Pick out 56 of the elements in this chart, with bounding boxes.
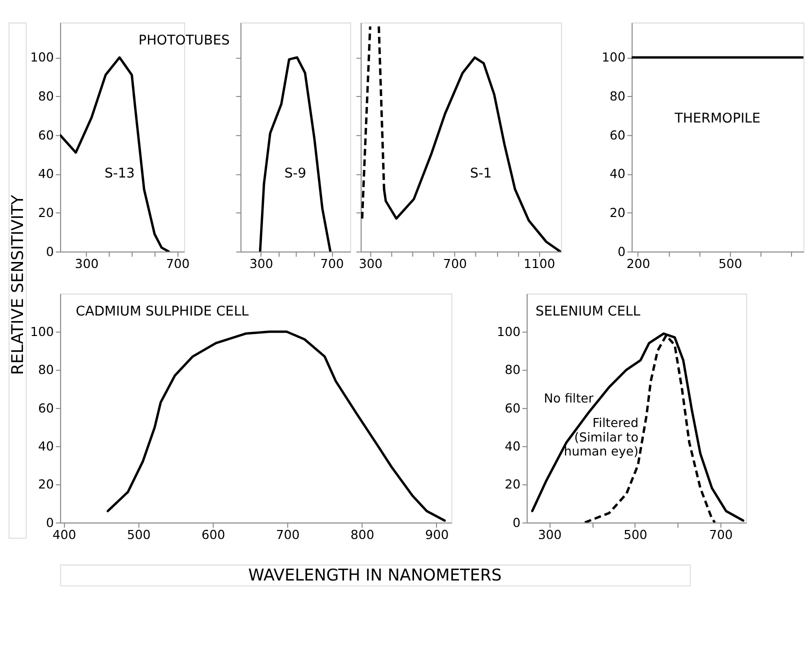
x-axis-title: WAVELENGTH IN NANOMETERS [248,566,502,585]
y-tick-label: 100 [602,50,626,65]
annotation: THERMOPILE [674,112,760,127]
y-tick-label: 80 [38,362,54,378]
annotation: PHOTOTUBES [138,34,230,49]
x-tick-label: 900 [425,527,449,542]
y-tick-label: 20 [610,205,626,220]
x-tick-label: 1100 [524,256,556,272]
y-tick-label: 20 [38,205,54,220]
y-tick-label: 0 [512,514,521,530]
annotation: S-13 [104,166,135,182]
y-tick-label: 20 [38,476,54,492]
y-tick-label: 60 [610,127,626,142]
x-tick-label: 500 [624,527,648,542]
y-tick-label: 100 [30,324,54,339]
y-tick-label: 20 [504,476,521,492]
y-tick-label: 60 [38,127,54,142]
y-axis-title: RELATIVE SENSITIVITY [8,194,27,375]
x-tick-label: 300 [538,527,562,542]
y-tick-label: 60 [504,400,521,416]
x-tick-label: 800 [350,527,374,542]
y-tick-label: 40 [38,438,54,454]
y-tick-label: 0 [46,244,54,259]
y-tick-label: 40 [504,438,521,454]
x-tick-label: 300 [358,256,383,272]
x-tick-label: 200 [626,256,650,272]
y-tick-label: 100 [30,50,54,65]
annotation: No filter [544,390,594,406]
annotation: SELENIUM CELL [535,304,641,320]
line-series [60,56,170,252]
annotation: CADMIUM SULPHIDE CELL [76,304,250,320]
y-tick-label: 0 [618,244,626,259]
y-tick-label: 0 [46,514,54,530]
x-tick-label: 500 [127,527,151,542]
y-tick-label: 40 [38,166,54,182]
x-tick-label: 300 [74,256,99,272]
y-tick-label: 40 [610,166,626,182]
line-series [531,332,744,522]
y-tick-label: 100 [496,324,521,339]
annotation: Filtered (Similar to human eye) [564,415,638,459]
annotation: S-9 [284,166,306,182]
x-tick-label: 700 [709,527,733,542]
x-tick-label: 600 [202,527,226,542]
x-tick-label: 700 [443,256,467,272]
x-tick-label: 700 [320,256,344,272]
x-tick-label: 700 [276,527,300,542]
x-tick-label: 300 [249,256,274,272]
annotation: S-1 [470,166,492,182]
y-tick-label: 80 [610,88,626,104]
y-tick-label: 80 [38,88,54,104]
line-series [106,330,446,522]
y-tick-label: 80 [504,362,521,378]
x-tick-label: 400 [52,527,76,542]
x-tick-label: 700 [166,256,190,272]
x-tick-label: 500 [718,256,742,272]
y-tick-label: 60 [38,400,54,416]
